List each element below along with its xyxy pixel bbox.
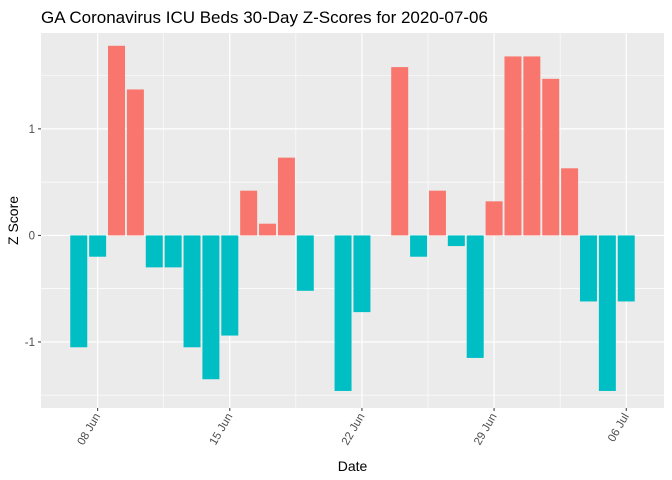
bar-2020-06-09 xyxy=(108,45,126,236)
bar-2020-06-25 xyxy=(410,235,428,257)
y-axis: -1 0 1 xyxy=(25,124,41,349)
bar-2020-06-28 xyxy=(466,235,484,358)
bar-2020-06-08 xyxy=(89,235,107,257)
x-axis-title: Date xyxy=(338,458,368,474)
y-tick-label: 1 xyxy=(29,124,35,136)
bar-2020-07-05 xyxy=(598,235,616,391)
bar-2020-06-29 xyxy=(485,201,503,236)
bar-2020-06-16 xyxy=(240,190,258,236)
bar-2020-06-17 xyxy=(259,223,277,236)
bar-2020-06-11 xyxy=(145,235,163,268)
y-tick-label: -1 xyxy=(25,337,35,349)
bar-2020-06-30 xyxy=(504,56,522,236)
bar-2020-07-02 xyxy=(542,78,560,236)
bar-2020-06-21 xyxy=(334,235,352,391)
x-tick-label: 29 Jun xyxy=(472,412,500,448)
bar-2020-07-01 xyxy=(523,56,541,236)
bar-2020-06-22 xyxy=(353,235,371,313)
x-axis: 08 Jun 15 Jun 22 Jun 29 Jun 06 Jul xyxy=(76,408,632,447)
bar-2020-06-19 xyxy=(296,235,314,291)
bar-2020-06-26 xyxy=(428,190,446,236)
y-tick-label: 0 xyxy=(29,230,35,242)
bar-2020-06-13 xyxy=(183,235,201,348)
bar-2020-06-07 xyxy=(70,235,88,348)
bar-2020-07-03 xyxy=(561,168,579,236)
bar-2020-06-14 xyxy=(202,235,220,380)
bars xyxy=(70,45,635,391)
y-axis-title: Z Score xyxy=(5,196,21,245)
x-tick-label: 22 Jun xyxy=(340,412,368,448)
bar-2020-06-18 xyxy=(277,157,295,236)
bar-2020-07-06 xyxy=(617,235,635,302)
bar-2020-07-04 xyxy=(579,235,597,302)
grid-lines xyxy=(41,33,664,408)
bar-2020-06-27 xyxy=(447,235,465,247)
x-tick-label: 08 Jun xyxy=(76,412,104,448)
bar-2020-06-24 xyxy=(391,67,409,236)
x-tick-label: 06 Jul xyxy=(606,412,632,445)
x-tick-label: 15 Jun xyxy=(208,412,236,448)
chart-title: GA Coronavirus ICU Beds 30-Day Z-Scores … xyxy=(41,8,488,27)
bar-2020-06-10 xyxy=(126,89,144,236)
bar-2020-06-12 xyxy=(164,235,182,268)
bar-2020-06-15 xyxy=(221,235,239,336)
